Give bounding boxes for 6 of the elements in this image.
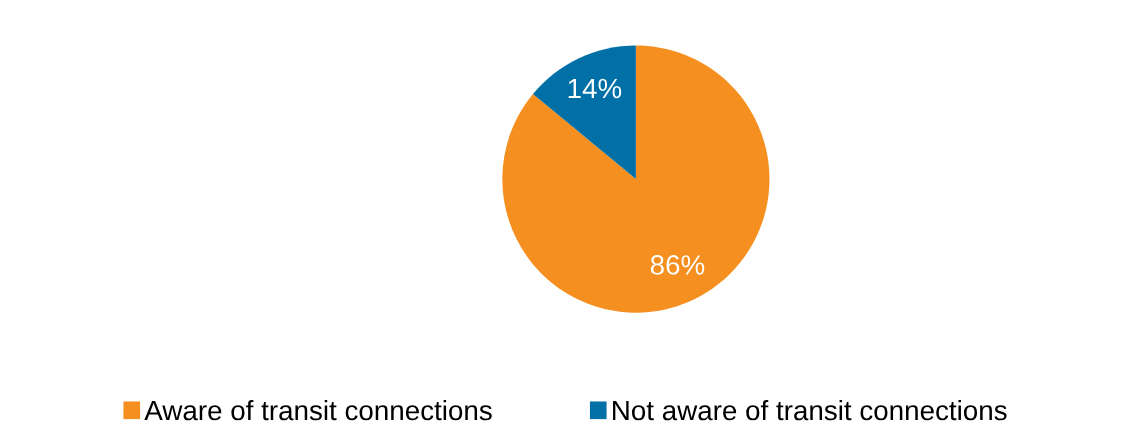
data-label: 86%: [650, 255, 705, 275]
legend-label: Not aware of transit connections: [613, 399, 1007, 421]
pie-slice: [532, 45, 636, 180]
data-label: 14%: [568, 78, 622, 99]
legend-label: Aware of transit connections: [144, 399, 492, 421]
pie-slice: [502, 45, 770, 313]
